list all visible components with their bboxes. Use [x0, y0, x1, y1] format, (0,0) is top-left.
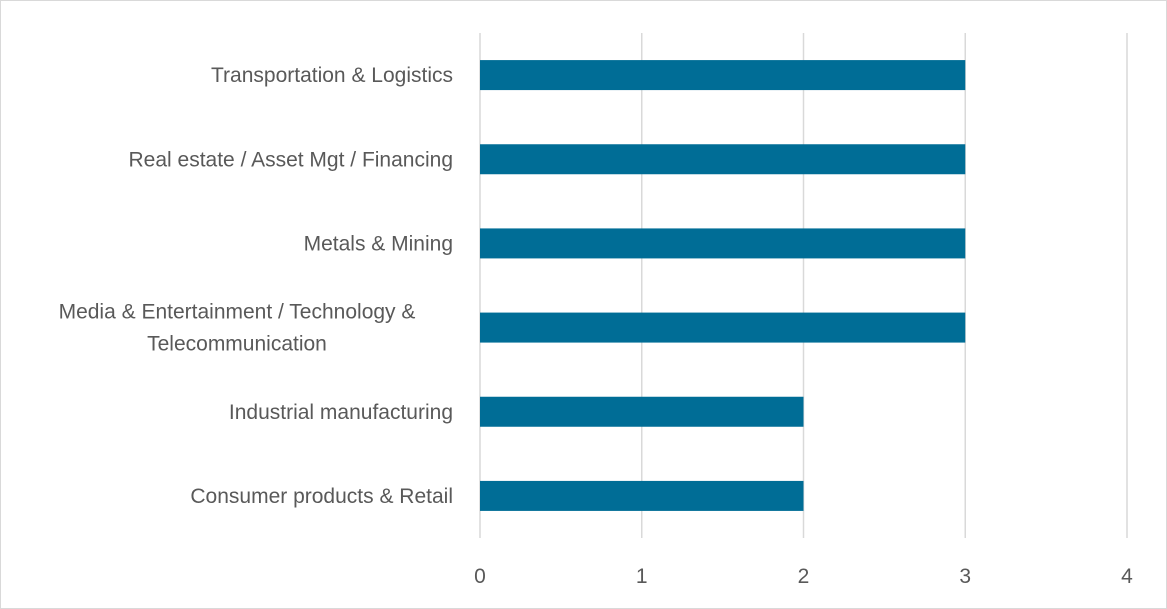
category-label: Industrial manufacturing	[229, 401, 453, 424]
category-label: Consumer products & Retail	[190, 485, 453, 508]
bar	[480, 60, 966, 91]
x-tick-label: 4	[1121, 565, 1133, 588]
category-label: Media & Entertainment / Technology & Tele…	[59, 301, 416, 356]
category-label: Real estate / Asset Mgt / Financing	[129, 148, 454, 171]
bar	[480, 312, 966, 343]
category-labels: Transportation & Logistics Real estate / …	[59, 64, 453, 508]
x-tick-label: 2	[798, 565, 810, 588]
gridlines	[479, 33, 1128, 538]
x-tick-label: 0	[474, 565, 486, 588]
bar	[480, 144, 966, 175]
bars	[480, 60, 966, 511]
bar	[480, 228, 966, 259]
x-tick-label: 1	[636, 565, 648, 588]
bar	[480, 480, 804, 511]
category-label: Metals & Mining	[304, 232, 453, 255]
bar	[480, 396, 804, 427]
category-label: Transportation & Logistics	[211, 64, 453, 87]
x-tick-labels: 0 1 2 3 4	[474, 565, 1133, 588]
x-tick-label: 3	[959, 565, 971, 588]
